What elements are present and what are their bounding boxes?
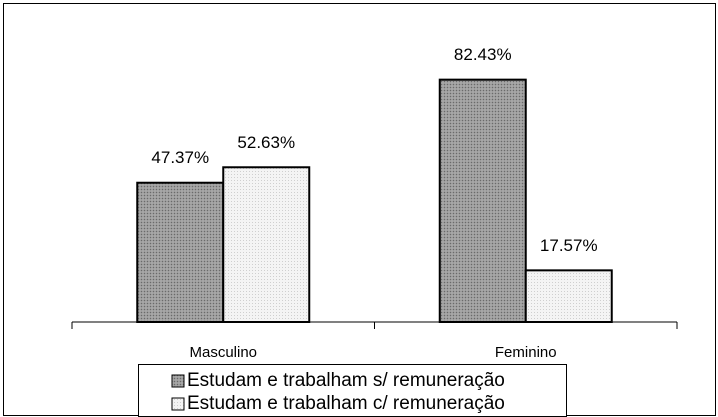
x-tick-label: Feminino (495, 344, 557, 361)
value-label: 17.57% (540, 236, 598, 255)
legend-label: Estudam e trabalham s/ remuneração (187, 370, 505, 391)
value-label: 52.63% (237, 133, 295, 152)
x-tick-label: Masculino (189, 344, 257, 361)
value-label: 82.43% (454, 45, 512, 64)
bar (222, 166, 311, 323)
bar (524, 269, 613, 324)
legend-swatch (171, 397, 185, 411)
chart-border (3, 3, 716, 416)
value-label: 47.37% (151, 148, 209, 167)
legend-swatch (171, 374, 185, 388)
bar (438, 78, 527, 323)
legend-box (138, 364, 567, 417)
bar (136, 181, 225, 323)
legend-label: Estudam e trabalham c/ remuneração (187, 393, 505, 414)
